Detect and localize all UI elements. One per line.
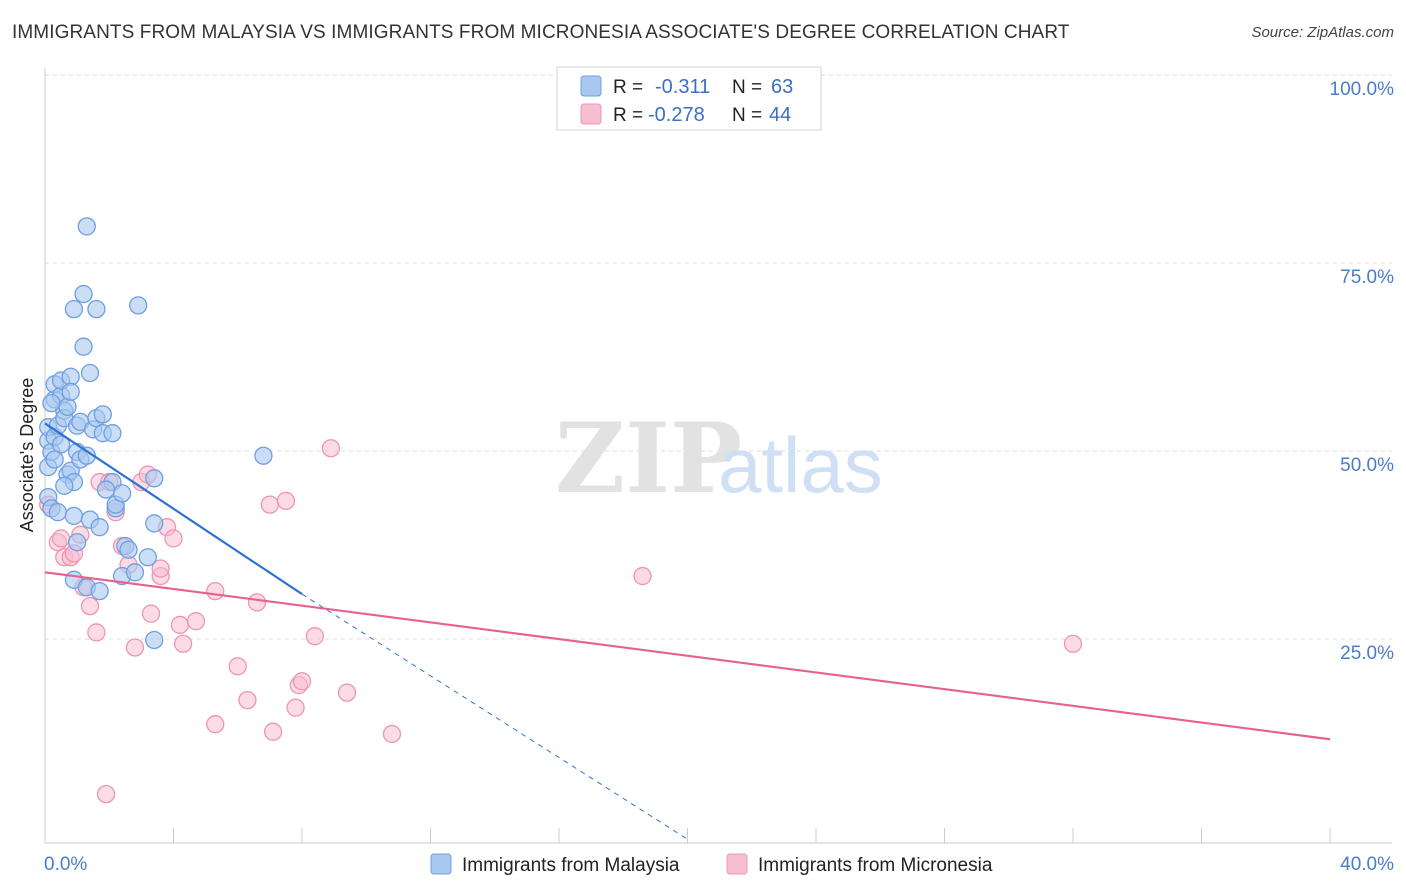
micronesia-point [292, 672, 312, 691]
x-tick-label: 0.0% [44, 854, 87, 875]
micronesia-point [337, 683, 357, 702]
legend-r-label-malaysia: R = [613, 77, 643, 98]
y-tick-label: 25.0% [1340, 643, 1394, 664]
malaysia-point [64, 506, 84, 526]
micronesia-point [151, 559, 170, 578]
malaysia-point [48, 502, 67, 522]
micronesia-point [382, 724, 402, 744]
malaysia-point [145, 514, 164, 533]
legend-swatch-malaysia [580, 75, 602, 97]
bottom-legend-swatch-micronesia [726, 853, 748, 875]
micronesia-point [286, 698, 305, 717]
x-tick-label: 40.0% [1340, 854, 1394, 875]
malaysia-trend-line [44, 422, 303, 596]
micronesia-point [1063, 634, 1083, 653]
legend-r-value-micronesia: -0.278 [648, 104, 705, 126]
malaysia-point [93, 405, 112, 424]
bottom-legend-label-micronesia: Immigrants from Micronesia [758, 855, 993, 876]
y-tick-label: 50.0% [1340, 455, 1394, 476]
y-tick-labels: 25.0% 50.0% 75.0% 100.0% [1330, 79, 1395, 664]
legend-n-value-micronesia: 44 [769, 104, 791, 126]
legend-n-value-malaysia: 63 [771, 76, 793, 98]
micronesia-trend-line [44, 571, 1331, 741]
malaysia-point [125, 563, 145, 582]
malaysia-point [42, 393, 61, 413]
malaysia-point [67, 533, 87, 552]
malaysia-point [129, 296, 148, 315]
watermark-atlas: atlas [718, 421, 883, 509]
malaysia-point [74, 337, 93, 356]
chart-title: IMMIGRANTS FROM MALAYSIA VS IMMIGRANTS F… [12, 22, 1070, 43]
malaysia-point [90, 581, 109, 601]
micronesia-point [263, 722, 283, 741]
micronesia-point [164, 529, 183, 548]
micronesia-point [247, 593, 267, 612]
micronesia-point [80, 596, 100, 616]
micronesia-point [170, 615, 190, 635]
malaysia-point [58, 397, 77, 417]
malaysia-point [145, 630, 164, 650]
legend-n-label-micronesia: N = [732, 105, 762, 126]
x-tick-labels: 0.0% 40.0% [44, 854, 1394, 875]
y-tick-label: 75.0% [1340, 267, 1394, 288]
series-legend: Immigrants from Malaysia Immigrants from… [430, 853, 993, 876]
trend-lines [44, 422, 1331, 840]
micronesia-point [260, 495, 280, 514]
y-axis-label: Associate's Degree [17, 378, 37, 533]
series-malaysia-points [39, 217, 273, 650]
malaysia-point [138, 548, 157, 567]
malaysia-point [80, 363, 100, 383]
micronesia-point [96, 784, 116, 804]
micronesia-point [87, 623, 106, 642]
legend-swatch-micronesia [580, 103, 602, 125]
micronesia-point [51, 529, 71, 548]
micronesia-point [305, 627, 325, 646]
malaysia-point [61, 382, 80, 401]
micronesia-point [276, 491, 296, 511]
malaysia-point [55, 476, 74, 495]
micronesia-point [206, 715, 225, 734]
micronesia-point [125, 638, 145, 657]
malaysia-point [45, 450, 64, 469]
malaysia-point [103, 424, 122, 443]
malaysia-point [254, 446, 273, 465]
watermark: ZIP atlas [555, 402, 883, 515]
micronesia-point [321, 439, 341, 458]
malaysia-point [145, 469, 164, 488]
micronesia-point [206, 581, 225, 601]
bottom-legend-label-malaysia: Immigrants from Malaysia [462, 855, 680, 876]
malaysia-point [64, 299, 84, 319]
micronesia-point [228, 657, 247, 676]
malaysia-point [96, 480, 116, 499]
micronesia-point [238, 690, 257, 710]
malaysia-trend-extension [301, 593, 688, 840]
legend-r-value-malaysia: -0.311 [655, 76, 710, 98]
grid-layer [45, 74, 1392, 640]
legend-r-label-micronesia: R = [613, 105, 643, 126]
bottom-legend-swatch-malaysia [430, 853, 452, 875]
legend-n-label-malaysia: N = [732, 77, 762, 98]
micronesia-point [141, 604, 161, 623]
malaysia-point [119, 540, 138, 559]
malaysia-point [51, 435, 71, 454]
malaysia-point [90, 518, 109, 537]
micronesia-point [173, 634, 193, 653]
malaysia-point [77, 217, 96, 236]
malaysia-point [87, 299, 106, 319]
micronesia-point [186, 612, 206, 631]
chart-source: Source: ZipAtlas.com [1251, 24, 1394, 41]
malaysia-point [112, 484, 132, 503]
watermark-zip: ZIP [555, 402, 742, 515]
stats-legend: R = -0.311 N = 63 R = -0.278 N = 44 [556, 66, 822, 131]
y-tick-label: 100.0% [1330, 79, 1395, 100]
x-tick-marks [44, 828, 1331, 843]
malaysia-point [74, 284, 93, 304]
micronesia-point [633, 566, 652, 586]
